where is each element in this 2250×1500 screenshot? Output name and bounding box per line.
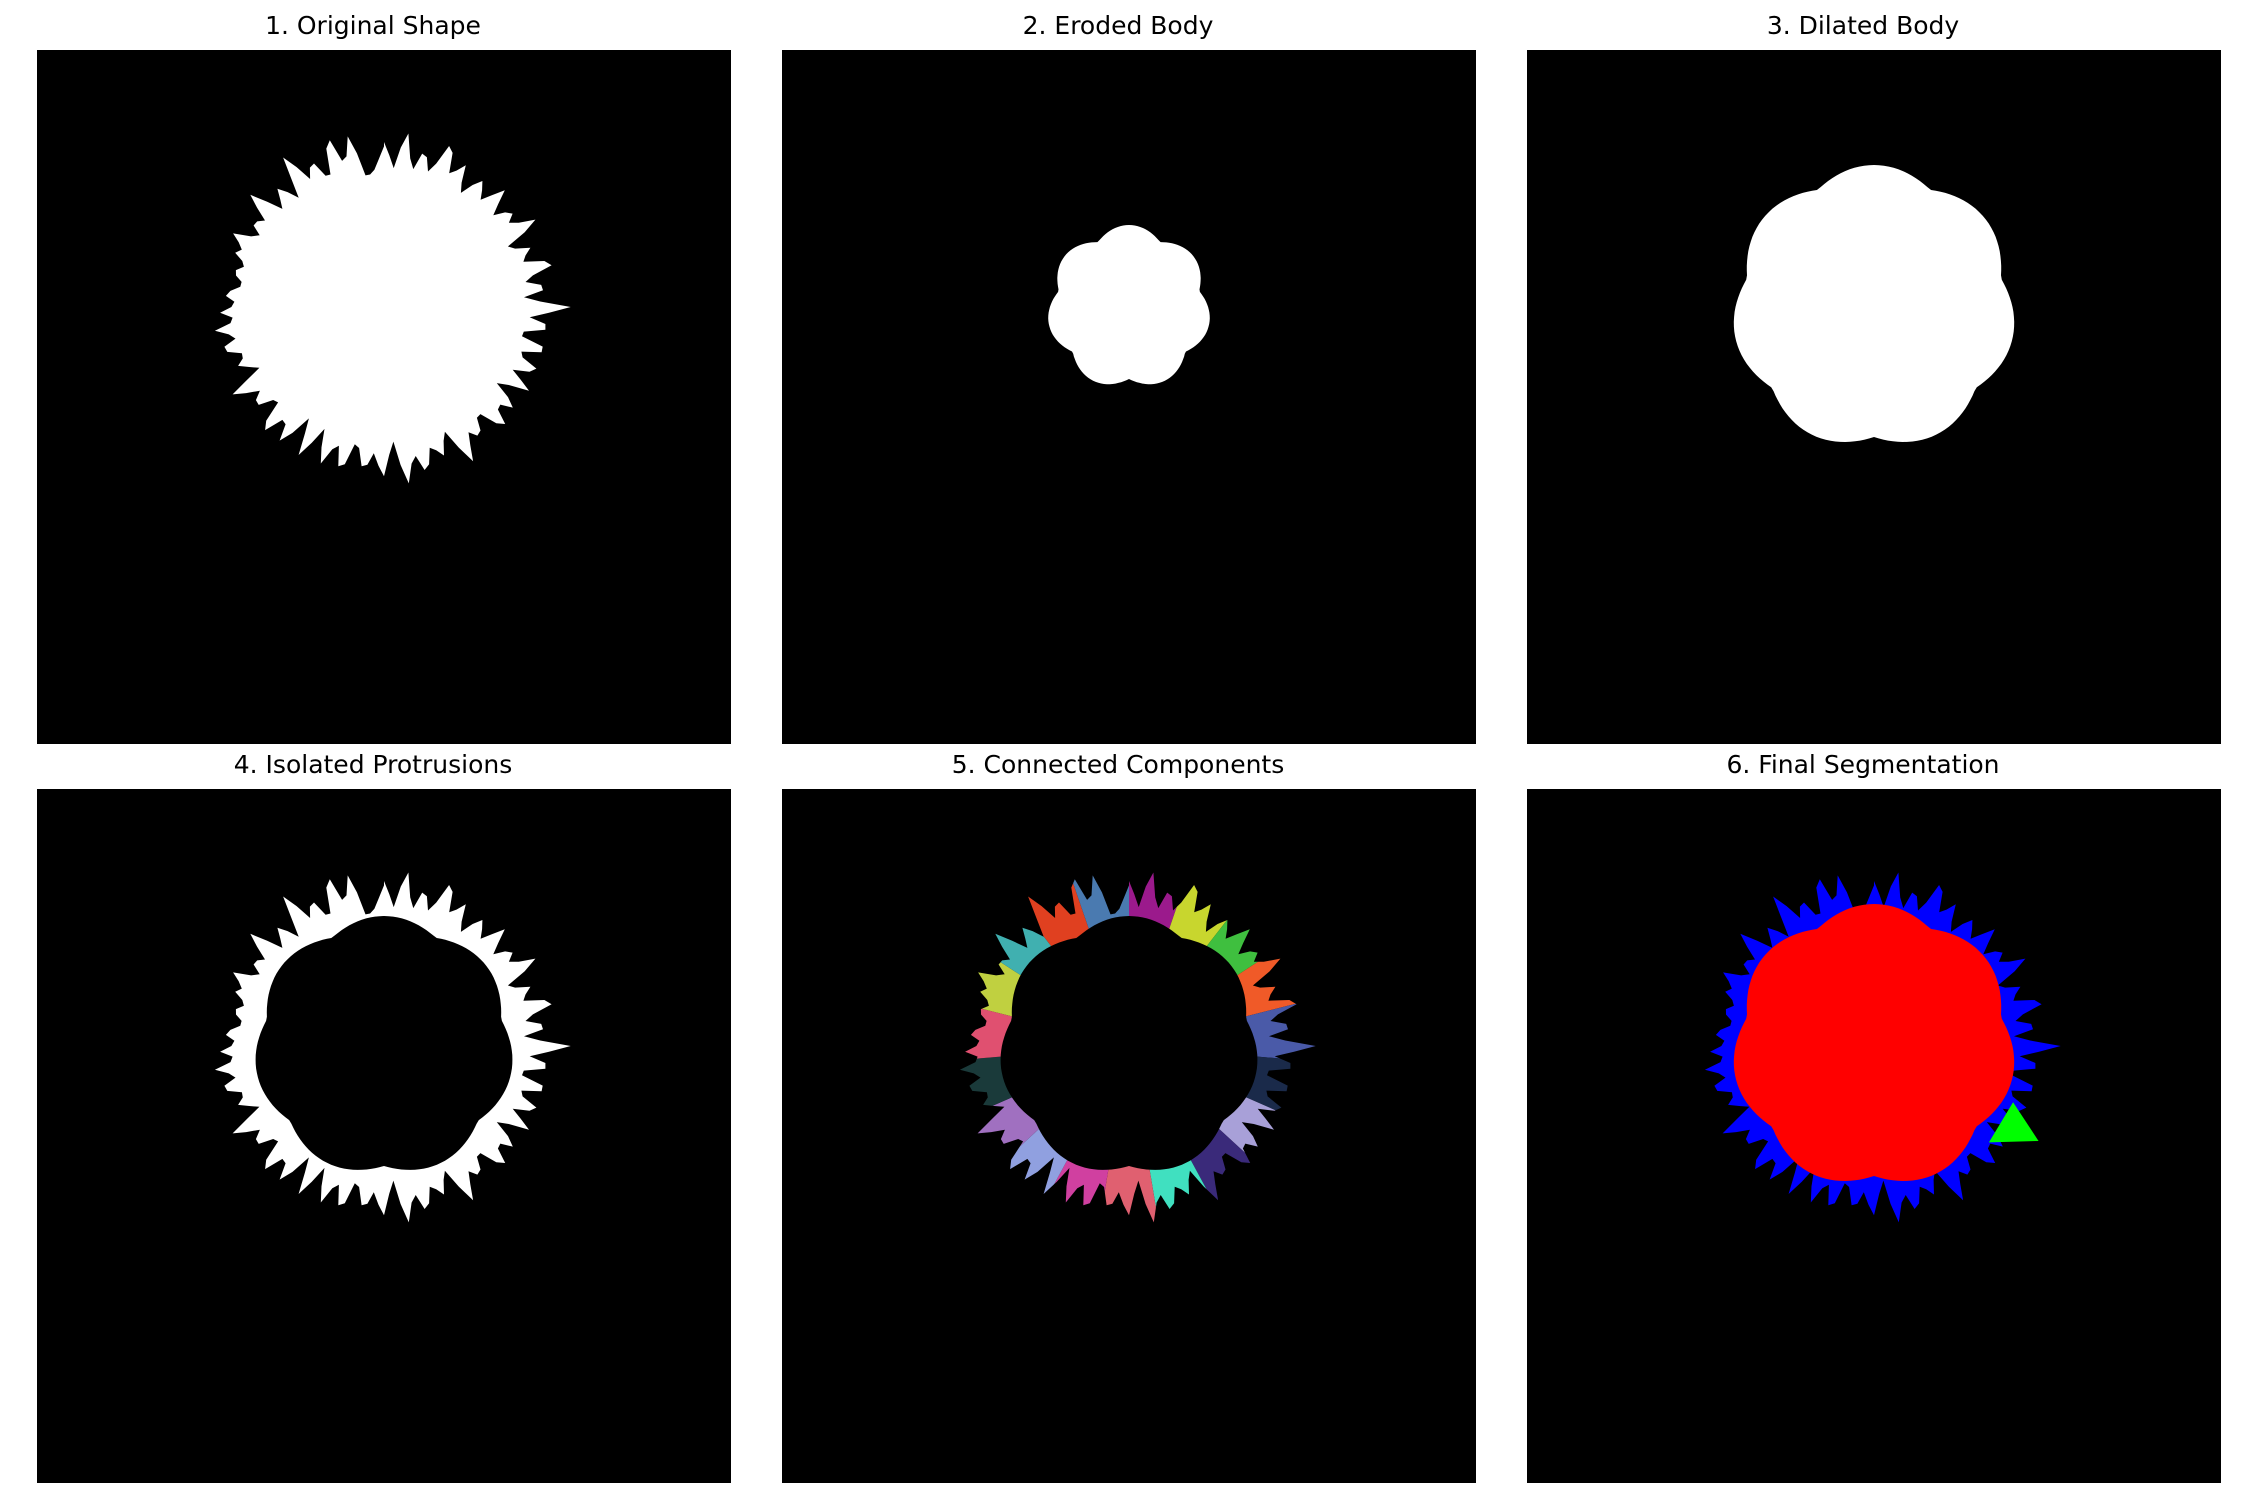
panel-dilated-body: [1527, 50, 2221, 744]
component-region: [1005, 1046, 1129, 1303]
component-region: [1129, 1046, 1253, 1303]
panel-final-segmentation: [1527, 789, 2221, 1483]
panel-eroded-body: [782, 50, 1476, 744]
panel-title-segmentation: 6. Final Segmentation: [1726, 750, 2000, 779]
component-region: [869, 1046, 1129, 1151]
dilated-blob-path: [1733, 165, 2015, 442]
protrusions-ring: [214, 872, 571, 1223]
original-shape-image: [37, 50, 731, 744]
panel-original-shape: [37, 50, 731, 744]
component-region: [1129, 1046, 1368, 1223]
components-ring: [869, 789, 1389, 1303]
component-region: [869, 982, 1129, 1068]
segmentation-overlay: [1704, 872, 2061, 1223]
panel-connected-components: [782, 789, 1476, 1483]
component-region: [1129, 789, 1214, 1046]
component-region: [1086, 1046, 1172, 1303]
component-region: [1044, 789, 1129, 1046]
dilated-body-blob: [1733, 165, 2015, 442]
segmentation-image: [1527, 789, 2221, 1483]
panel-title-original: 1. Original Shape: [265, 11, 481, 40]
eroded-body-blob: [1048, 225, 1210, 385]
protrusions-path: [214, 872, 571, 1223]
component-region: [1129, 903, 1382, 1046]
panel-title-dilated: 3. Dilated Body: [1766, 11, 1960, 40]
protrusions-image: [37, 789, 731, 1483]
component-region: [911, 840, 1129, 1046]
eroded-blob-path: [1048, 225, 1210, 385]
component-region: [1129, 982, 1389, 1068]
original-blob-path: [214, 133, 571, 484]
component-region: [937, 1046, 1129, 1275]
components-image: [782, 789, 1476, 1483]
component-region: [1129, 1046, 1321, 1275]
dilated-body-image: [1527, 50, 2221, 744]
original-shape-blob: [214, 133, 571, 484]
panel-isolated-protrusions: [37, 789, 731, 1483]
component-region: [1129, 1046, 1389, 1151]
component-region: [969, 800, 1129, 1046]
highlight-segment: [1988, 1102, 2039, 1143]
panel-title-protrusions: 4. Isolated Protrusions: [233, 750, 513, 779]
component-region: [1129, 840, 1347, 1046]
panel-title-eroded: 2. Eroded Body: [1022, 11, 1214, 40]
body-segment: [1733, 904, 2015, 1181]
component-region: [890, 1046, 1129, 1223]
panel-title-components: 5. Connected Components: [951, 750, 1285, 779]
component-region: [1129, 800, 1289, 1046]
component-region: [876, 903, 1129, 1046]
eroded-body-image: [782, 50, 1476, 744]
